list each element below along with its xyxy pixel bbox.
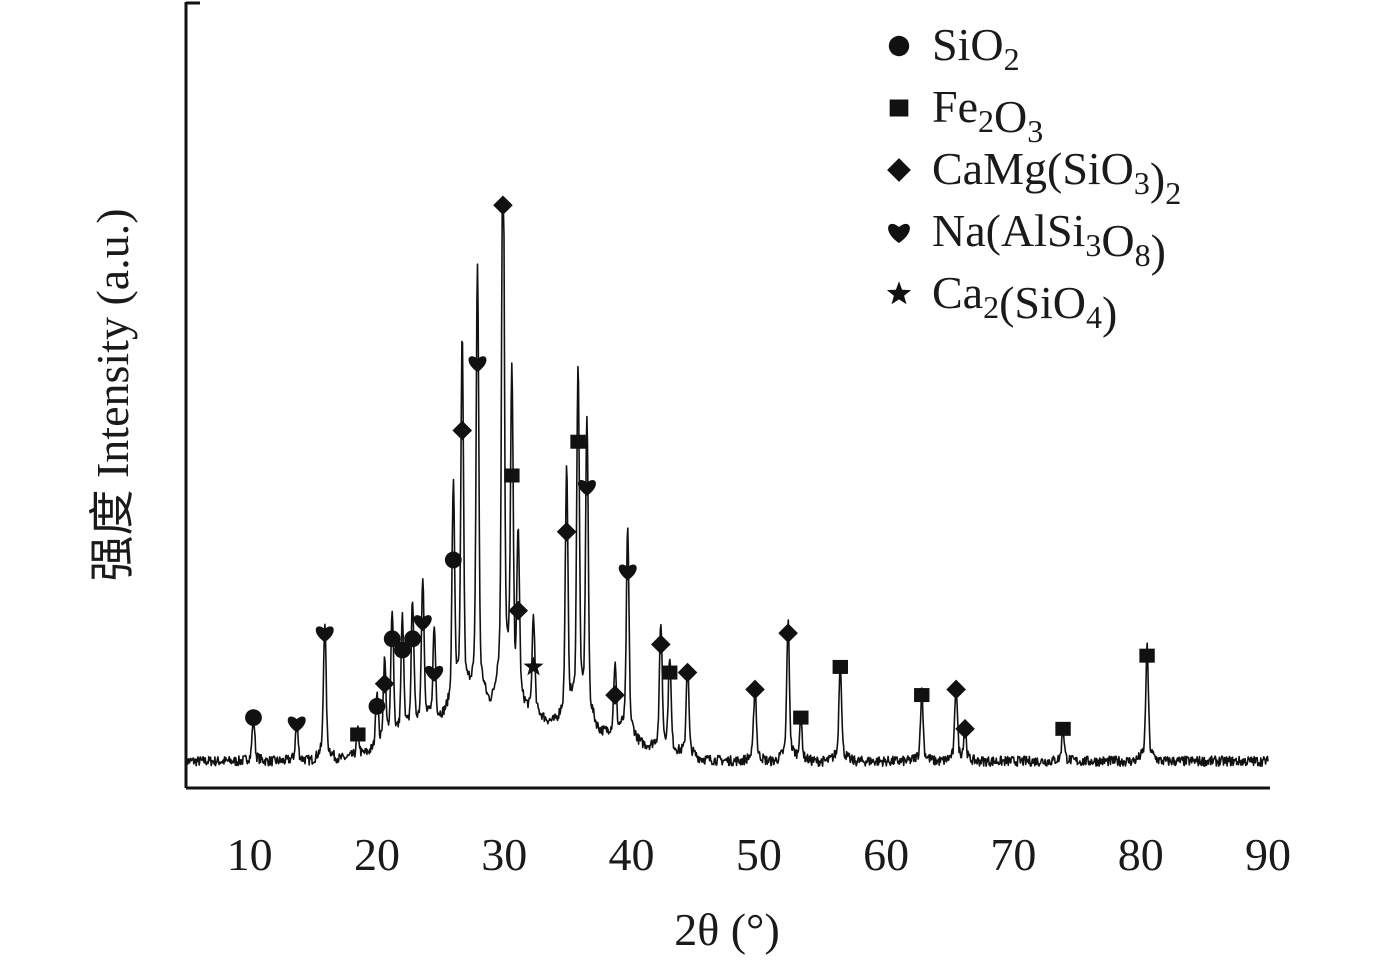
legend-label: CaMg(SiO3)2 [932, 143, 1181, 211]
circle-peak-marker [245, 709, 262, 726]
circle-peak-marker [383, 630, 401, 648]
xrd-pattern-line [185, 209, 1269, 767]
legend-label: Fe2O3 [932, 81, 1043, 149]
heart-peak-marker [413, 615, 432, 631]
legend-label: SiO2 [932, 19, 1020, 77]
peak-markers [245, 195, 1155, 742]
heart-peak-marker [618, 564, 637, 581]
diamond-peak-marker [508, 600, 529, 621]
square-peak-marker [914, 688, 930, 703]
square-peak-marker [350, 727, 366, 742]
diamond-peak-marker [955, 719, 975, 739]
x-tick-label: 80 [1118, 829, 1164, 880]
diamond-peak-marker [605, 685, 625, 705]
y-axis-label: 强度 Intensity (a.u.) [87, 208, 138, 581]
axes [184, 1, 1270, 790]
x-axis-label: 2θ (°) [674, 904, 780, 955]
x-tick-label: 60 [863, 829, 909, 880]
legend-star-icon [886, 281, 912, 305]
square-peak-marker [1139, 648, 1155, 663]
x-tick-label: 20 [354, 829, 400, 880]
legend-label: Na(AlSi3O8) [932, 205, 1166, 276]
square-peak-marker [832, 659, 848, 674]
x-tick-label: 50 [736, 829, 782, 880]
x-tick-label: 10 [227, 829, 273, 880]
x-tick-label: 70 [990, 829, 1036, 880]
heart-peak-marker [287, 716, 306, 733]
diamond-peak-marker [374, 674, 395, 694]
heart-peak-marker [577, 480, 596, 496]
legend-label: Ca2(SiO4) [932, 267, 1117, 338]
x-tick-label: 40 [609, 829, 655, 880]
circle-peak-marker [394, 641, 411, 659]
circle-peak-marker [444, 551, 462, 569]
diamond-peak-marker [493, 195, 513, 216]
circle-peak-marker [404, 630, 421, 648]
heart-peak-marker [468, 356, 487, 372]
diamond-peak-marker [946, 679, 966, 700]
heart-peak-marker [315, 626, 334, 643]
diamond-peak-marker [452, 420, 473, 441]
square-peak-marker [662, 665, 678, 680]
star-peak-marker [523, 656, 544, 676]
x-ticks: 10 20 30 40 50 60 70 80 90 [227, 829, 1291, 880]
diamond-peak-marker [778, 623, 798, 643]
square-peak-marker [504, 468, 520, 483]
square-peak-marker [793, 710, 809, 725]
diamond-peak-marker [677, 662, 698, 683]
diamond-peak-marker [651, 634, 671, 655]
heart-peak-marker [425, 665, 444, 682]
x-tick-label: 90 [1245, 829, 1291, 880]
legend-square-icon [889, 99, 909, 117]
diamond-peak-marker [745, 679, 765, 700]
diamond-peak-marker [556, 522, 577, 542]
x-tick-label: 30 [481, 829, 527, 880]
circle-peak-marker [368, 697, 386, 715]
legend-diamond-icon [887, 158, 911, 182]
square-peak-marker [1055, 721, 1071, 736]
square-peak-marker [570, 434, 586, 449]
legend-circle-icon [888, 35, 910, 57]
legend-heart-icon [888, 223, 910, 244]
